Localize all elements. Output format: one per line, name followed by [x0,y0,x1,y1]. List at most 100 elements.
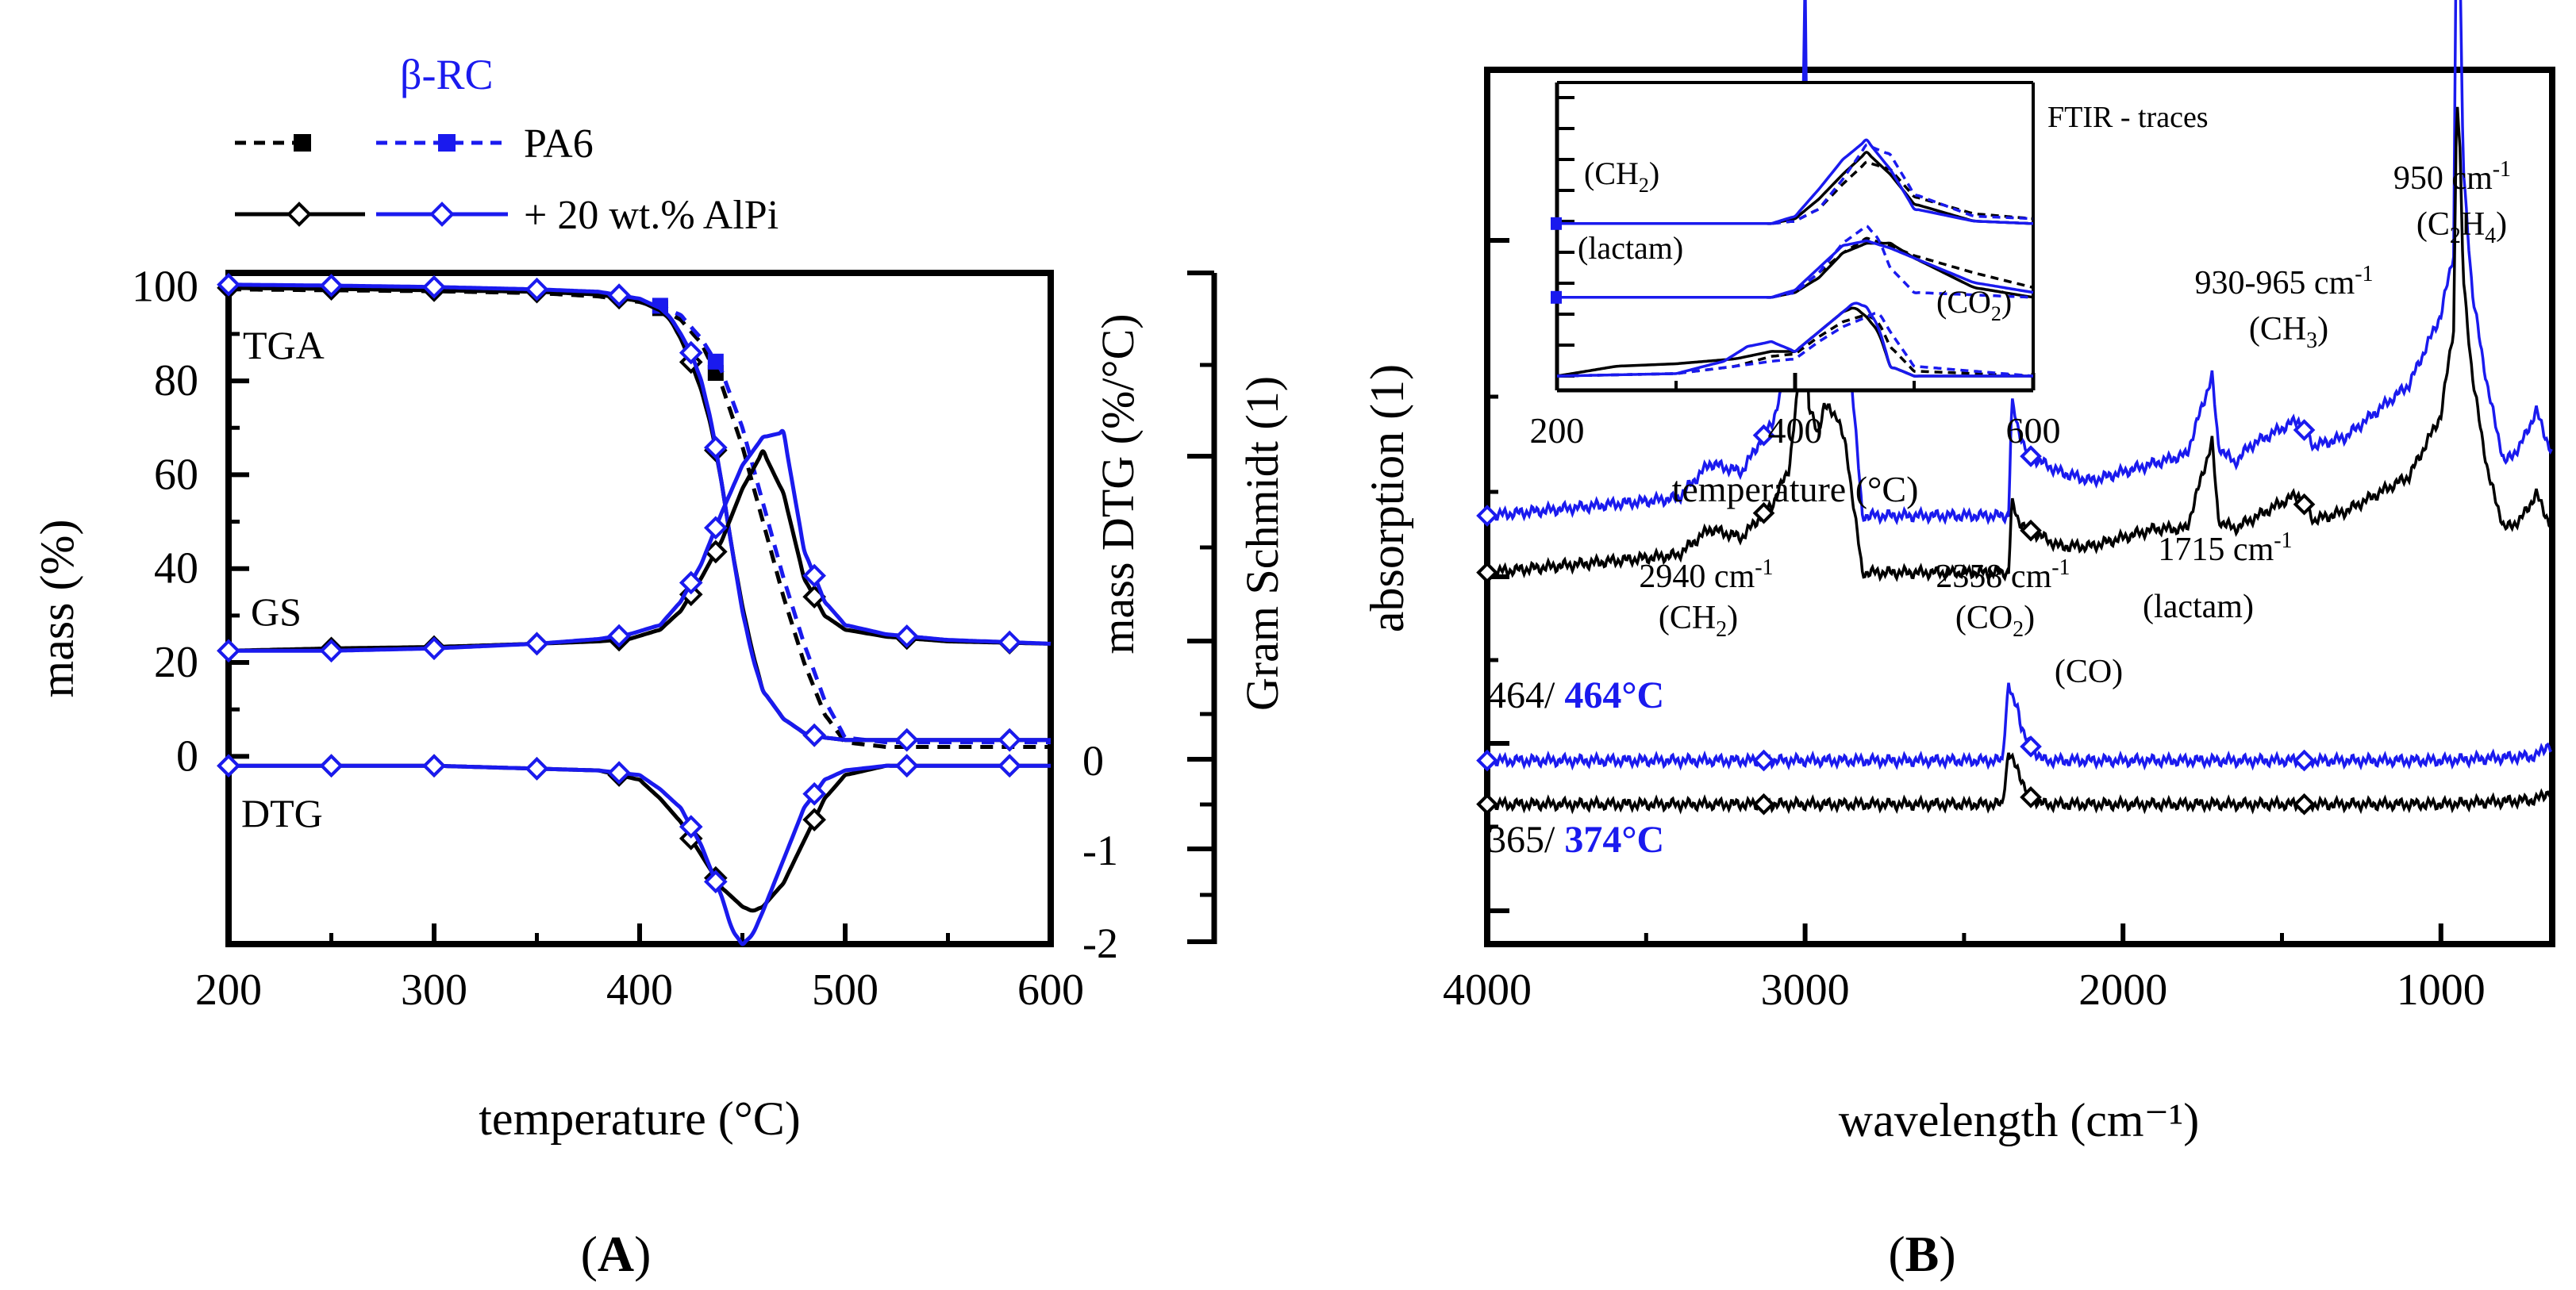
inset-background [1557,83,2040,390]
y-tick-label: 40 [154,544,198,593]
b-x-tick-label: 4000 [1443,966,1532,1015]
annotation-2940-line1: 2940 cm [1639,559,1755,595]
legend-alpi-blue-diamond [429,202,455,227]
annotation-930-965-line1: 930-965 cm [2194,265,2355,301]
panel-b-series [1476,0,2553,816]
legend-alpi-black-diamond [286,202,312,227]
dtg-tick-label: 0 [1082,737,1104,785]
marker-diamond [894,624,919,648]
annotation-c2h4-sub2: 2 [2450,224,2461,248]
marker-diamond [2020,735,2042,758]
annotation-930-965-sup: -1 [2355,262,2373,286]
trace-ch2-blue-solid [1557,138,2034,225]
annotation-co2: (CO2) [1955,600,2035,642]
inset-start-marker [1551,217,1562,230]
marker-diamond [679,815,703,839]
annotation-950-line1: 950 cm [2393,160,2493,197]
panel-a-gs-label: Gram Schmidt (1) [1236,376,1288,711]
temp-label-374: 365/ 374°C [1487,819,1664,861]
inset-label-co2: (CO2) [1936,284,2012,325]
marker-diamond [422,275,446,299]
annotation-ch2: (CH2) [1659,600,1738,642]
marker-diamond [525,277,549,301]
annotation-c2h4-text: (C [2416,206,2450,243]
trace-lactam-blue-dashed [1557,225,2034,299]
marker-diamond [2020,445,2042,467]
inset-label-co2-end: ) [2001,284,2012,320]
marker-diamond [2293,419,2316,441]
marker-diamond [998,754,1022,778]
annotation-950: 950 cm-1 [2393,157,2511,197]
annotation-ch3-text: (CH [2249,311,2306,347]
inset-series [1551,138,2034,378]
legend-pa6-blue-square [438,134,456,152]
legend-alpi-label: + 20 wt.% AlPi [524,193,779,238]
marker-diamond [2020,519,2042,542]
legend-group-title: β-RC [400,51,494,98]
panel-a-dtg-label: mass DTG (%/°C) [1092,313,1144,654]
marker-diamond [998,728,1022,752]
marker-diamond [422,636,446,661]
annotation-2358: 2358 cm-1 [1936,555,2070,595]
panel-b-y-label: absorption (1) [1361,364,1413,632]
temp-label-464-bold: 464°C [1564,674,1664,716]
inset-title: FTIR - traces [2047,101,2209,134]
annotation-ch2-text: (CH [1659,600,1716,636]
marker-diamond [679,340,703,365]
series-tga-pa6-rc-blue [228,284,1051,745]
marker-square [707,353,724,370]
annotation-co: (CO) [2055,654,2123,690]
marker-diamond [894,754,919,778]
panel-a: 200 300 400 500 600 0 20 40 60 80 100 0 -1 -2 TGA G… [31,263,1288,1282]
marker-diamond [1476,793,1498,816]
series-gs-pa6-black [228,449,1052,653]
inset-label-ch2-end: ) [1649,155,1659,191]
panel-b-x-axis: 4000 3000 2000 1000 [1443,923,2486,1015]
legend: β-RC PA6 + 20 wt.% AlPi [235,51,779,238]
annotation-1715: 1715 cm-1 [2158,528,2292,568]
marker-diamond [2020,786,2042,808]
y-tick-label: 60 [154,450,198,499]
marker-diamond [2293,793,2316,816]
marker-diamond [802,563,826,588]
y-tick-label: 80 [154,356,198,405]
inset-start-marker [1551,290,1562,304]
marker-diamond [802,723,826,747]
panel-a-letter: A [598,1226,634,1282]
marker-diamond [607,283,631,307]
inset-label-co2-text: (CO [1936,284,1991,320]
marker-diamond [1476,505,1498,527]
annotation-lactam: (lactam) [2143,589,2254,625]
panel-a-x-label: temperature (°C) [479,1092,800,1145]
marker-diamond [525,757,549,781]
legend-pa6-label: PA6 [524,121,594,167]
marker-diamond [607,761,631,785]
panel-a-series [217,272,1052,946]
panel-b-letter: B [1905,1226,1940,1282]
gs-curve-label: GS [251,589,302,634]
y-tick-label: 0 [176,731,198,781]
inset-x-tick-label: 200 [1530,410,1585,451]
inset-label-ch2: (CH2) [1584,155,1659,197]
annotation-ch3-end: ) [2317,311,2328,347]
marker-diamond [1752,749,1775,772]
annotation-1715-line1: 1715 cm [2158,532,2274,568]
temp-label-464: 464/ 464°C [1487,674,1664,716]
inset-label-ch2-sub: 2 [1639,174,1649,197]
x-tick-label: 400 [606,966,673,1015]
inset-x-label: temperature (°C) [1672,469,1919,509]
series-tga-pa6-20-wt-alpi-blue [228,282,1051,743]
annotation-2358-line1: 2358 cm [1936,559,2051,595]
trace-lactam-blue-solid [1557,239,2034,299]
panel-b-caption: (B) [1888,1226,1955,1282]
y-tick-label: 100 [132,263,198,312]
marker-diamond [525,632,549,656]
inset-ftir-traces: 200 400 600 FTIR - traces (CH2) (lactam) (… [1530,81,2209,509]
x-tick-label: 200 [195,966,262,1015]
tga-curve-label: TGA [243,323,325,367]
marker-diamond [1476,561,1498,584]
b-x-tick-label: 1000 [2397,966,2486,1015]
annotation-ch3: (CH3) [2249,311,2328,353]
dtg-tick-label: -2 [1082,920,1118,967]
